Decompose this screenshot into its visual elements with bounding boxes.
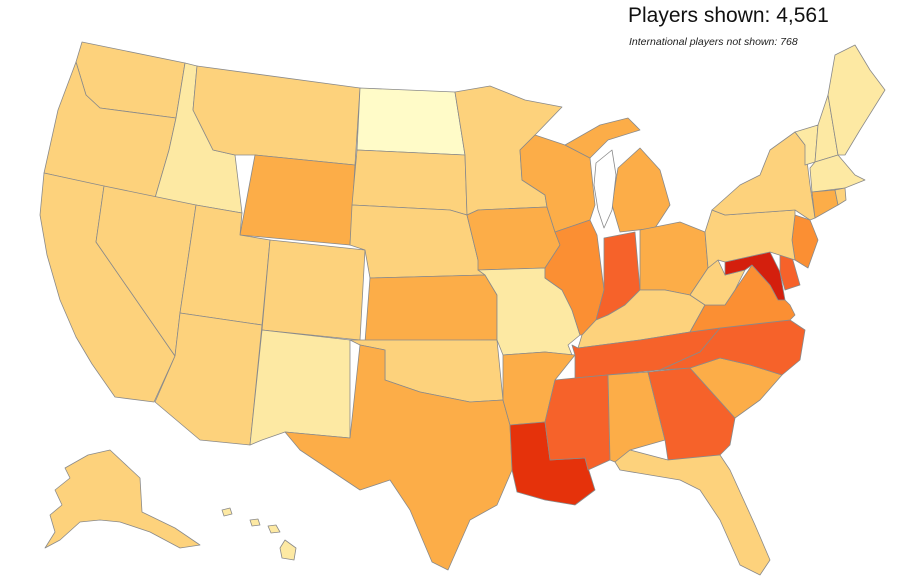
state-ND[interactable] xyxy=(356,87,466,156)
state-WY[interactable] xyxy=(239,154,356,246)
state-HI[interactable] xyxy=(221,507,297,561)
state-CO[interactable] xyxy=(261,239,366,341)
state-CT[interactable] xyxy=(811,189,839,219)
state-KS[interactable] xyxy=(364,274,498,343)
state-RI[interactable] xyxy=(834,187,847,206)
state-MS[interactable] xyxy=(544,374,611,471)
state-FL[interactable] xyxy=(614,449,771,576)
state-MI[interactable] xyxy=(564,117,671,233)
state-IA[interactable] xyxy=(466,206,561,271)
international-players-note: International players not shown: 768 xyxy=(629,36,798,48)
state-VT[interactable] xyxy=(794,124,819,166)
players-shown-title: Players shown: 4,561 xyxy=(628,4,829,27)
state-AK[interactable] xyxy=(44,449,201,549)
state-MD[interactable] xyxy=(724,251,786,301)
state-NY[interactable] xyxy=(711,131,816,221)
state-TX[interactable] xyxy=(284,344,513,571)
state-NJ[interactable] xyxy=(791,214,819,269)
lake-michigan xyxy=(593,149,617,229)
state-AZ[interactable] xyxy=(154,312,263,446)
state-MT[interactable] xyxy=(192,65,361,166)
state-IL[interactable] xyxy=(544,219,605,336)
state-ME[interactable] xyxy=(827,44,886,156)
state-NE[interactable] xyxy=(349,204,486,279)
state-SD[interactable] xyxy=(351,149,468,216)
state-NM[interactable] xyxy=(249,329,351,446)
